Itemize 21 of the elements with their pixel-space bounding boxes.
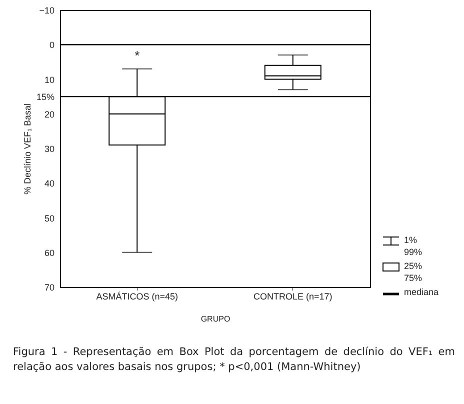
text: mediana [404, 286, 439, 298]
x-tick-label: ASMÁTICOS (n=45) [96, 292, 178, 302]
y-tick-label: 15% [36, 92, 54, 102]
y-tick-label: 70 [44, 282, 54, 292]
text: 75% [404, 272, 422, 284]
y-tick-label: 30 [44, 144, 54, 154]
x-axis-title: GRUPO [200, 314, 230, 324]
text: 99% [404, 246, 422, 258]
y-tick-label: 40 [44, 178, 54, 189]
text: 25% [404, 260, 422, 272]
x-tick-label: CONTROLE (n=17) [254, 292, 332, 302]
y-tick-label: 20 [44, 109, 54, 120]
annotation: * [134, 48, 140, 63]
y-tick-label: 60 [44, 248, 54, 258]
y-tick-label: −10 [39, 6, 54, 16]
y-tick-label: 10 [44, 74, 54, 85]
y-tick-label: 0 [49, 40, 54, 50]
y-tick-label: 50 [44, 213, 54, 224]
y-axis-title: % Declínio VEF₁ Basal [22, 103, 32, 195]
text: Figura 1 - Representação em Box Plot da porcentagem de declínio do VEF₁ em relação aos valores basais nos grupos; * p<0,001 (Mann-Whitney) [13, 345, 455, 375]
text: 1% [404, 234, 418, 246]
